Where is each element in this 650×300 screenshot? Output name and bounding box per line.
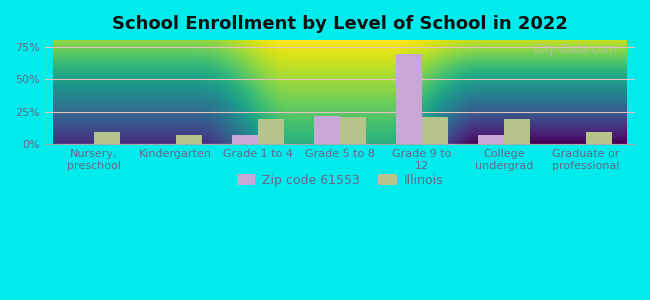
Title: School Enrollment by Level of School in 2022: School Enrollment by Level of School in … bbox=[112, 15, 567, 33]
Bar bbox=[340, 117, 366, 144]
Bar bbox=[176, 135, 202, 144]
Legend: Zip code 61553, Illinois: Zip code 61553, Illinois bbox=[231, 169, 448, 192]
Bar bbox=[396, 54, 422, 144]
Bar bbox=[94, 132, 120, 144]
Bar bbox=[586, 132, 612, 144]
Bar bbox=[231, 135, 258, 144]
Bar bbox=[478, 135, 504, 144]
Bar bbox=[313, 116, 340, 144]
Bar bbox=[504, 119, 530, 144]
Bar bbox=[258, 119, 284, 144]
Bar bbox=[422, 117, 448, 144]
Text: City-Data.com: City-Data.com bbox=[533, 43, 618, 56]
